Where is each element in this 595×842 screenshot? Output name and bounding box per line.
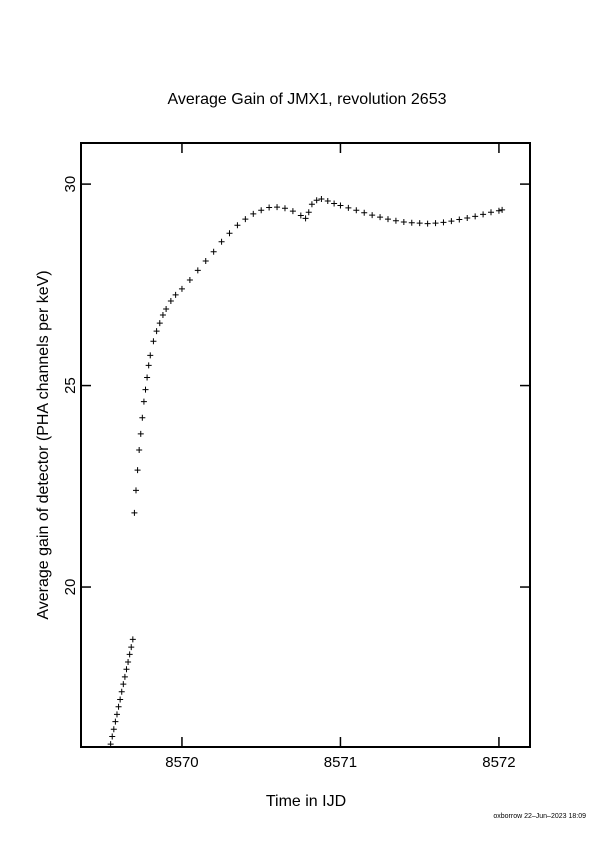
- data-point: [281, 205, 288, 212]
- data-point: [128, 644, 135, 651]
- data-point: [194, 267, 201, 274]
- data-point: [495, 207, 502, 214]
- data-point: [178, 285, 185, 292]
- data-point: [258, 207, 265, 214]
- data-point: [144, 374, 151, 381]
- data-point: [331, 200, 338, 207]
- data-point: [131, 509, 138, 516]
- x-tick-label: 8571: [324, 754, 357, 771]
- data-point: [113, 711, 120, 718]
- data-point: [313, 197, 320, 204]
- data-point: [274, 204, 281, 211]
- data-point: [448, 218, 455, 225]
- data-point: [140, 398, 147, 405]
- data-point: [134, 467, 141, 474]
- chart-title: Average Gain of JMX1, revolution 2653: [168, 91, 447, 108]
- data-point: [147, 352, 154, 359]
- data-point: [117, 696, 124, 703]
- data-point: [416, 220, 423, 227]
- data-point: [202, 258, 209, 265]
- data-point: [145, 362, 152, 369]
- data-point: [456, 216, 463, 223]
- data-point: [472, 213, 479, 220]
- data-point: [172, 291, 179, 298]
- data-point: [377, 214, 384, 221]
- data-point: [392, 217, 399, 224]
- data-point: [305, 209, 312, 216]
- data-point: [499, 206, 506, 213]
- x-tick-label: 8570: [165, 754, 198, 771]
- data-point: [126, 651, 133, 658]
- data-point: [132, 487, 139, 494]
- data-point: [384, 216, 391, 223]
- data-point: [115, 703, 122, 710]
- data-point: [432, 220, 439, 227]
- data-point: [167, 297, 174, 304]
- data-point: [125, 658, 132, 665]
- data-point: [159, 312, 166, 319]
- data-point: [118, 688, 125, 695]
- x-tick-label: 8572: [482, 754, 515, 771]
- data-point: [324, 198, 331, 205]
- data-point: [308, 201, 315, 208]
- data-point: [218, 238, 225, 245]
- data-point: [139, 414, 146, 421]
- data-point: [353, 207, 360, 214]
- data-point: [156, 320, 163, 327]
- data-point: [480, 211, 487, 218]
- data-point: [369, 212, 376, 219]
- footer: oxborrow 22–Jun–2023 18:09: [493, 813, 586, 820]
- data-point: [142, 386, 149, 393]
- data-point: [424, 220, 431, 227]
- data-point: [136, 447, 143, 454]
- data-point: [266, 204, 273, 211]
- data-point: [163, 306, 170, 313]
- data-point: [488, 209, 495, 216]
- data-point: [250, 210, 257, 217]
- data-point: [361, 209, 368, 216]
- data-point: [186, 276, 193, 283]
- data-point: [318, 196, 325, 203]
- data-point: [153, 328, 160, 335]
- data-point: [107, 741, 114, 748]
- data-point: [302, 215, 309, 222]
- data-point: [120, 681, 127, 688]
- data-point: [129, 636, 136, 643]
- data-point: [345, 204, 352, 211]
- x-axis-label: Time in IJD: [266, 793, 346, 810]
- data-point: [408, 219, 415, 226]
- data-point: [137, 430, 144, 437]
- y-tick-label: 30: [62, 176, 79, 193]
- data-point: [464, 214, 471, 221]
- y-tick-label: 20: [62, 579, 79, 596]
- data-point: [109, 733, 116, 740]
- y-tick-label: 25: [62, 377, 79, 394]
- data-point: [242, 216, 249, 223]
- plot-frame: [80, 142, 531, 748]
- data-point: [337, 202, 344, 209]
- data-point: [297, 212, 304, 219]
- data-point: [440, 219, 447, 226]
- data-point: [226, 230, 233, 237]
- data-point: [121, 673, 128, 680]
- data-point: [289, 208, 296, 215]
- y-axis-label: Average gain of detector (PHA channels p…: [35, 270, 52, 619]
- data-point: [234, 222, 241, 229]
- data-point: [110, 726, 117, 733]
- data-point: [150, 338, 157, 345]
- data-point: [123, 666, 130, 673]
- data-point: [210, 248, 217, 255]
- data-point: [112, 718, 119, 725]
- data-point: [400, 218, 407, 225]
